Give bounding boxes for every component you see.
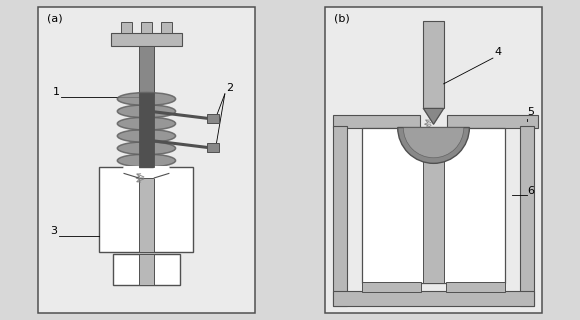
FancyBboxPatch shape bbox=[423, 138, 444, 283]
Text: 1: 1 bbox=[52, 87, 59, 97]
FancyBboxPatch shape bbox=[520, 126, 534, 306]
FancyBboxPatch shape bbox=[111, 33, 182, 46]
FancyBboxPatch shape bbox=[139, 93, 154, 167]
FancyBboxPatch shape bbox=[121, 22, 132, 33]
Ellipse shape bbox=[117, 142, 176, 155]
FancyBboxPatch shape bbox=[99, 167, 194, 252]
FancyBboxPatch shape bbox=[207, 114, 219, 123]
Text: 5: 5 bbox=[528, 107, 535, 117]
FancyBboxPatch shape bbox=[447, 115, 538, 127]
Text: (b): (b) bbox=[334, 13, 350, 23]
FancyBboxPatch shape bbox=[446, 282, 505, 292]
FancyBboxPatch shape bbox=[139, 178, 154, 252]
Ellipse shape bbox=[117, 117, 176, 130]
Ellipse shape bbox=[117, 92, 176, 105]
Text: 3: 3 bbox=[50, 226, 57, 236]
FancyBboxPatch shape bbox=[333, 291, 534, 306]
Ellipse shape bbox=[117, 154, 176, 167]
Polygon shape bbox=[423, 108, 444, 124]
FancyBboxPatch shape bbox=[333, 115, 420, 127]
Polygon shape bbox=[154, 167, 169, 178]
Text: (a): (a) bbox=[47, 13, 63, 23]
Ellipse shape bbox=[117, 105, 176, 118]
FancyBboxPatch shape bbox=[141, 22, 152, 33]
FancyBboxPatch shape bbox=[423, 21, 444, 108]
Wedge shape bbox=[403, 127, 464, 158]
FancyBboxPatch shape bbox=[161, 22, 172, 33]
Ellipse shape bbox=[117, 130, 176, 142]
FancyBboxPatch shape bbox=[38, 6, 255, 314]
FancyBboxPatch shape bbox=[207, 143, 219, 152]
FancyBboxPatch shape bbox=[333, 126, 347, 306]
Text: 4: 4 bbox=[494, 47, 501, 57]
FancyBboxPatch shape bbox=[362, 282, 421, 292]
Text: 2: 2 bbox=[226, 83, 233, 92]
FancyBboxPatch shape bbox=[325, 6, 542, 314]
Text: 6: 6 bbox=[528, 186, 535, 196]
FancyBboxPatch shape bbox=[362, 127, 505, 283]
FancyBboxPatch shape bbox=[139, 46, 154, 97]
Wedge shape bbox=[398, 127, 469, 163]
FancyBboxPatch shape bbox=[113, 254, 180, 285]
Polygon shape bbox=[124, 167, 139, 178]
FancyBboxPatch shape bbox=[139, 254, 154, 285]
